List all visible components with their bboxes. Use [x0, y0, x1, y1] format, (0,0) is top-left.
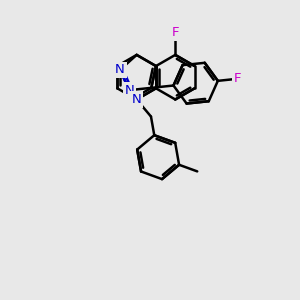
Text: N: N — [132, 93, 142, 106]
Text: F: F — [172, 26, 179, 39]
Text: F: F — [234, 72, 242, 85]
Text: N: N — [115, 63, 125, 76]
Text: N: N — [124, 84, 134, 97]
